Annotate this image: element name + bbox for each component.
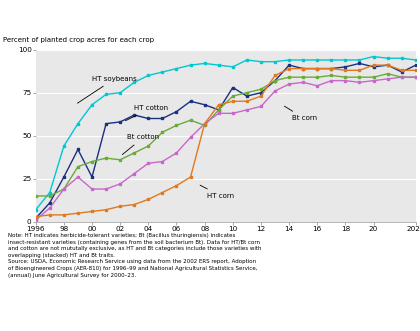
- Text: 1996–2023: 1996–2023: [6, 30, 64, 39]
- Text: Note: HT indicates herbicide-tolerant varieties; Bt (Bacillus thuringiensis) ind: Note: HT indicates herbicide-tolerant va…: [8, 233, 261, 278]
- Text: Bt corn: Bt corn: [284, 106, 317, 121]
- Text: Adoption of genetically engineered crops in the United States,: Adoption of genetically engineered crops…: [6, 8, 341, 17]
- Text: Bt cotton: Bt cotton: [122, 134, 159, 155]
- Text: HT soybeans: HT soybeans: [77, 76, 137, 103]
- Text: Percent of planted crop acres for each crop: Percent of planted crop acres for each c…: [3, 37, 155, 43]
- Text: HT cotton: HT cotton: [126, 105, 168, 121]
- Text: HT corn: HT corn: [200, 185, 235, 199]
